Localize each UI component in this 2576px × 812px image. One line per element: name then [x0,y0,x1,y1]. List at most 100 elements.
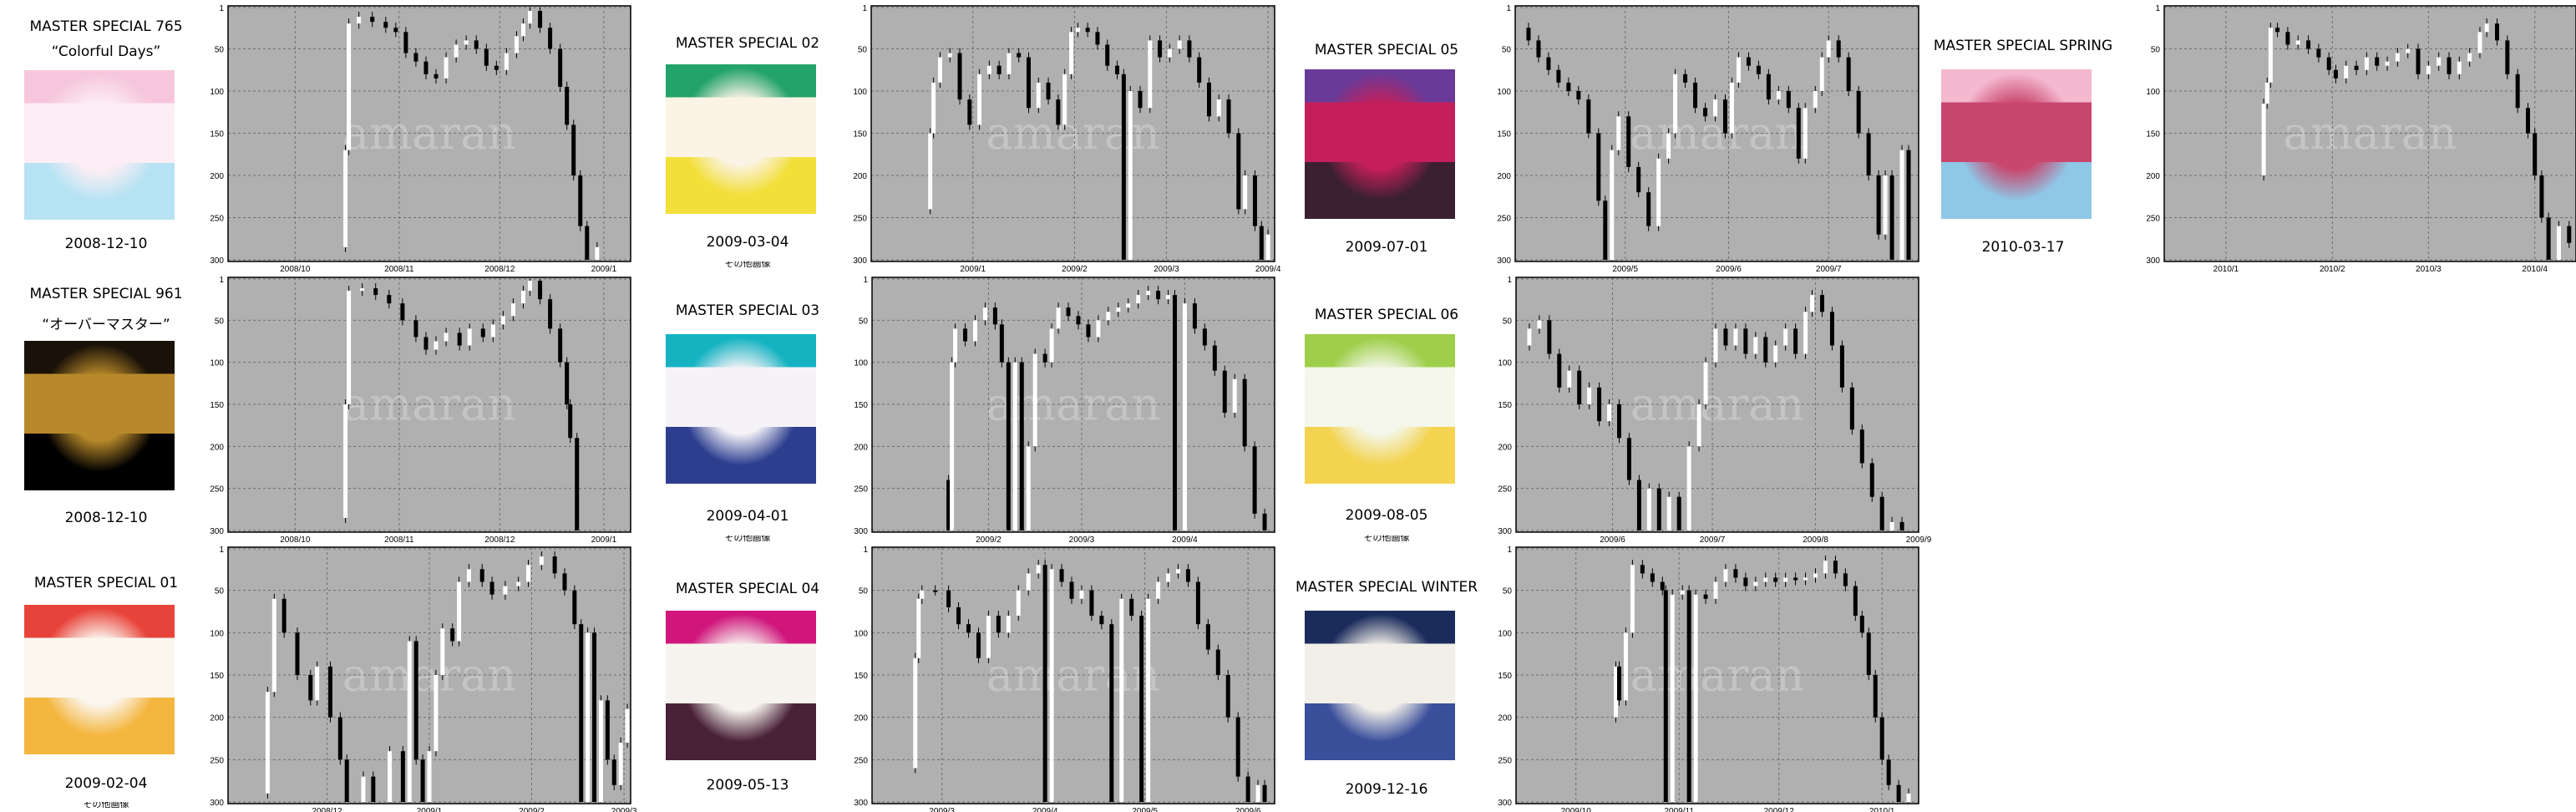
album-cover-image[interactable] [1305,334,1455,484]
candle [528,11,532,24]
y-tick-label: 150 [854,401,868,410]
more-images-link[interactable]: その他画像 [10,802,202,808]
candle [1026,57,1031,109]
candle [2295,40,2300,45]
x-tick-label: 2009/3 [1069,535,1095,545]
candle [1636,166,1641,193]
x-tick-label: 2009/9 [1906,535,1932,545]
y-tick-label: 150 [853,129,867,139]
candle [937,57,942,83]
rank-chart-a765: amaran 1 50 100 150 200 250 300 2008/10 2008/11 20… [210,4,631,274]
candle [407,641,412,802]
candle [1016,590,1021,617]
more-images-link[interactable]: その他画像 [1291,535,1483,541]
plot-border [227,277,631,533]
release-date: 2009-07-01 [1345,239,1428,256]
candle [479,569,484,582]
candle [2447,57,2452,74]
candle [1803,108,1808,159]
y-tick-label: 100 [210,88,224,97]
candle [1069,581,1074,599]
candle [1235,717,1240,777]
candle [450,628,455,642]
candle [1062,74,1067,125]
candle [956,606,961,625]
x-tick-label: 2008/11 [384,265,414,274]
candle [1859,429,1864,464]
candle [1829,312,1834,346]
candle [967,99,972,125]
candle [1656,158,1661,226]
album-cover-image[interactable] [24,605,175,754]
candle [1876,175,1881,235]
album-a961: MASTER SPECIAL 961 “オーバーマスター” 2008-12-10 [10,267,202,535]
album-cover-image[interactable] [1305,611,1455,760]
candle [1616,666,1621,701]
y-tick-label: 100 [853,88,867,97]
y-tick-label: 300 [854,527,868,536]
candle [2264,82,2269,104]
x-tick-label: 2010/1 [1869,807,1895,812]
candle [1259,226,1264,260]
album-cover-image[interactable] [1941,69,2092,219]
candle [595,246,600,260]
album-cover-image[interactable] [24,341,175,490]
album-cover-image[interactable] [666,334,816,484]
album-cover-image[interactable] [1305,69,1455,219]
x-tick-label: 2009/4 [1032,807,1058,812]
y-tick-label: 50 [215,317,225,326]
candle [1646,192,1651,226]
candle [1796,108,1801,159]
candle [403,32,408,53]
candle [625,708,630,743]
candle [996,65,1001,74]
candle [1089,590,1094,617]
album-cover-image[interactable] [24,70,175,220]
candle [1813,90,1818,109]
y-tick-label: 200 [854,443,868,452]
candle [1185,569,1190,582]
x-tick-label: 2009/5 [1612,265,1638,274]
candle [572,590,577,625]
plot-border [1515,277,1919,533]
album-a05: MASTER SPECIAL 05 2009-07-01 [1291,0,1483,267]
album-cover-image[interactable] [666,611,816,760]
candle [1586,99,1591,134]
more-images-link[interactable]: その他画像 [652,535,844,541]
candle [1136,295,1141,304]
candle [520,291,525,304]
candle [1729,82,1734,134]
more-images-link[interactable]: その他画像 [652,261,844,267]
candle [1853,586,1858,617]
candle [1167,48,1172,58]
y-tick-label: 150 [854,672,868,681]
candle [1676,496,1681,530]
y-tick-label: 150 [1498,401,1512,410]
x-tick-label: 2009/1 [591,265,617,274]
candle [1546,57,1551,70]
candle [489,581,494,595]
candle [1879,496,1884,530]
candle [586,632,591,802]
candle [1158,40,1163,58]
plot-border [2163,5,2576,262]
candle [1197,57,1202,83]
candle [568,403,573,439]
album-a04: MASTER SPECIAL 04 2009-05-13 [652,535,844,802]
x-tick-label: 2009/7 [1700,535,1726,545]
plot-border [1515,546,1919,804]
candle [2375,57,2380,66]
candle [504,53,509,70]
candle [1182,303,1187,530]
candle [383,22,388,28]
candle [2344,65,2349,79]
candle [388,751,393,802]
candle [347,291,352,404]
x-tick-label: 2009/4 [1255,265,1281,274]
candle [1793,328,1798,354]
candle [1129,598,1134,617]
album-cover-image[interactable] [666,64,816,214]
candle [1156,291,1161,300]
candle [611,759,616,785]
album-title: MASTER SPECIAL 961 [29,286,183,302]
